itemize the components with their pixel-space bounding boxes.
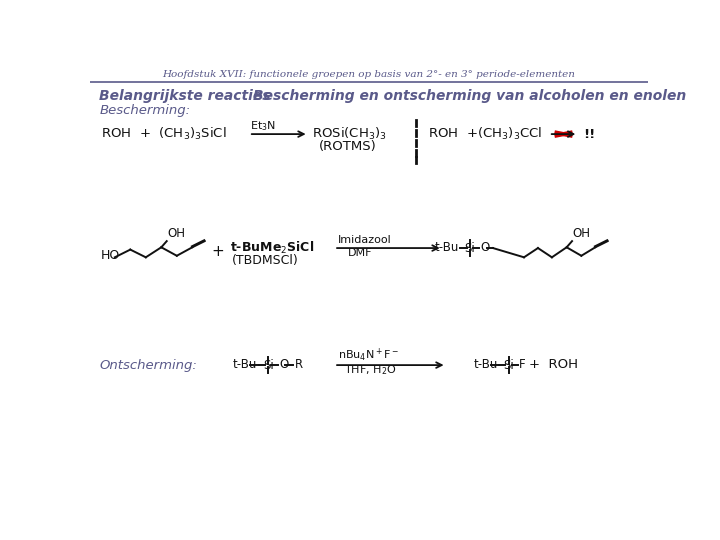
Text: OH: OH: [168, 227, 186, 240]
Text: Bescherming en ontscherming van alcoholen en enolen: Bescherming en ontscherming van alcohole…: [253, 89, 686, 103]
Text: Hoofdstuk XVII: functionele groepen op basis van 2°- en 3° periode-elementen: Hoofdstuk XVII: functionele groepen op b…: [163, 70, 575, 79]
Text: Bescherming:: Bescherming:: [99, 105, 190, 118]
Text: nBu$_4$N$^+$F$^-$: nBu$_4$N$^+$F$^-$: [338, 347, 399, 365]
Text: O: O: [279, 358, 288, 371]
Text: THF, H$_2$O: THF, H$_2$O: [344, 363, 397, 376]
Text: Si: Si: [464, 241, 475, 254]
Text: ROSi(CH$_3$)$_3$: ROSi(CH$_3$)$_3$: [312, 126, 387, 142]
Text: t-BuMe$_2$SiCl: t-BuMe$_2$SiCl: [230, 240, 314, 256]
Text: ROH  +(CH$_3$)$_3$CCl: ROH +(CH$_3$)$_3$CCl: [428, 126, 542, 142]
Text: F: F: [519, 358, 526, 371]
Text: !!: !!: [583, 127, 595, 140]
Text: (ROTMS): (ROTMS): [319, 140, 377, 153]
Text: t-Bu: t-Bu: [473, 358, 498, 371]
Text: Imidazool: Imidazool: [338, 235, 392, 245]
Text: Et$_3$N: Et$_3$N: [251, 119, 276, 133]
Text: DMF: DMF: [348, 248, 372, 259]
Text: +: +: [212, 245, 224, 259]
Text: Belangrijkste reacties: Belangrijkste reacties: [99, 89, 271, 103]
Text: Si: Si: [263, 359, 274, 372]
Text: (TBDMSCl): (TBDMSCl): [232, 254, 299, 267]
Text: t-Bu: t-Bu: [435, 241, 459, 254]
Text: Si: Si: [503, 359, 514, 372]
Text: O: O: [481, 241, 490, 254]
Text: +  ROH: + ROH: [528, 358, 577, 371]
Text: t-Bu: t-Bu: [233, 358, 258, 371]
Text: ROH  +  (CH$_3$)$_3$SiCl: ROH + (CH$_3$)$_3$SiCl: [101, 126, 227, 142]
Text: Ontscherming:: Ontscherming:: [99, 359, 197, 372]
Text: R: R: [294, 358, 302, 371]
Text: OH: OH: [573, 227, 591, 240]
Text: HO: HO: [101, 249, 120, 262]
